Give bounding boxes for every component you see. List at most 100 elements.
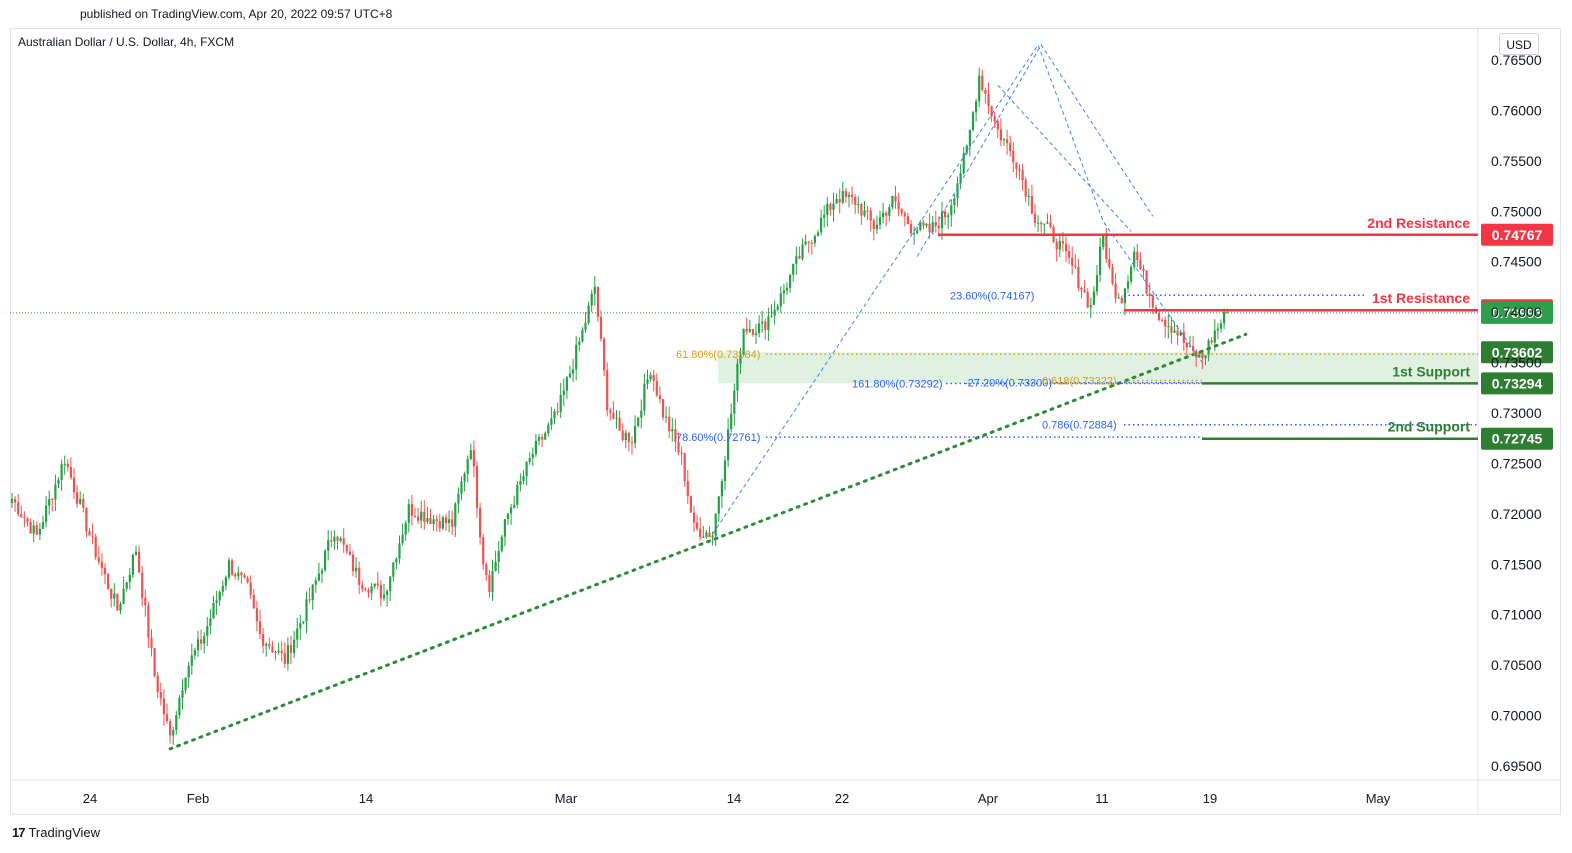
fib-label: 61.80%(0.73584) <box>676 349 760 361</box>
candle-body <box>922 222 925 226</box>
candle-body <box>355 567 358 572</box>
candle-body <box>785 287 789 291</box>
candle-body <box>720 481 723 497</box>
axis-price-tag-text: 0.72745 <box>1492 431 1543 447</box>
candle-body <box>460 481 463 494</box>
candle-body <box>1086 291 1089 308</box>
candle-body <box>1064 243 1068 252</box>
candle-body <box>655 380 658 396</box>
candle-body <box>875 224 878 230</box>
tradingview-logo[interactable]: 17 TradingView <box>12 825 100 840</box>
candle-body <box>894 195 897 202</box>
candle-body <box>587 305 590 323</box>
candle-body <box>665 416 668 418</box>
candle-body <box>258 621 262 635</box>
candle-body <box>193 650 196 656</box>
candle-body <box>293 639 296 653</box>
candle-body <box>72 477 76 493</box>
candle-body <box>209 618 212 627</box>
candle-body <box>773 309 776 316</box>
candle-body <box>60 464 63 480</box>
candle-body <box>367 589 370 593</box>
candle-body <box>500 536 503 552</box>
candle-body <box>1139 259 1142 269</box>
price-tick: 0.72500 <box>1491 455 1542 471</box>
candle-body <box>764 321 767 330</box>
candle-body <box>931 222 934 233</box>
candle-body <box>578 341 581 345</box>
candle-body <box>1108 259 1111 268</box>
candle-body <box>506 513 510 520</box>
candle-body <box>717 496 720 514</box>
time-tick: Mar <box>555 791 578 806</box>
candle-body <box>733 390 736 414</box>
fib-label: 0.618(0.73322) <box>1042 376 1117 388</box>
candle-body <box>342 538 345 545</box>
candle-body <box>823 214 826 218</box>
candle-body <box>23 516 26 519</box>
candle-body <box>221 585 224 592</box>
candle-body <box>860 204 863 216</box>
candle-body <box>680 452 683 454</box>
currency-button[interactable]: USD <box>1499 33 1539 55</box>
candle-body <box>94 536 97 558</box>
candle-body <box>29 521 32 534</box>
candle-body <box>382 594 386 599</box>
candle-body <box>1105 234 1108 260</box>
candle-body <box>116 593 119 611</box>
candle-body <box>692 512 696 523</box>
candle-body <box>110 588 113 599</box>
candle-body <box>758 323 761 334</box>
candle-body <box>882 212 885 218</box>
candle-body <box>398 543 401 559</box>
candle-body <box>872 220 875 230</box>
candle-body <box>996 121 999 130</box>
harmonic-pattern-upper <box>916 43 1154 257</box>
candle-body <box>156 675 159 692</box>
candle-body <box>1223 312 1226 324</box>
candle-body <box>646 379 649 384</box>
harmonic-pattern-inner <box>997 84 1132 232</box>
axis-price-tag <box>1481 341 1553 364</box>
candle-body <box>906 216 909 225</box>
candle-body <box>1099 246 1102 276</box>
candle-body <box>441 517 444 529</box>
candle-body <box>547 424 550 434</box>
candle-body <box>153 648 156 676</box>
candle-body <box>1030 195 1033 214</box>
candle-body <box>599 316 603 339</box>
candle-body <box>950 205 953 216</box>
candle-body <box>187 665 190 678</box>
candles-layer <box>10 67 1229 745</box>
candle-body <box>1179 332 1182 336</box>
candle-body <box>940 211 944 229</box>
fib-label: 78.60%(0.72761) <box>676 432 760 444</box>
candle-body <box>820 217 823 233</box>
candle-body <box>519 480 522 485</box>
candle-body <box>358 567 361 585</box>
candle-body <box>572 369 575 374</box>
time-tick: 24 <box>83 791 97 806</box>
candle-body <box>1210 340 1213 343</box>
price-tick: 0.70000 <box>1491 708 1542 724</box>
candle-body <box>1018 168 1021 171</box>
candle-body <box>181 690 184 699</box>
candle-body <box>407 504 410 523</box>
candle-body <box>184 677 187 691</box>
candle-body <box>1092 291 1095 305</box>
candle-body <box>1061 241 1064 244</box>
candle-body <box>1040 222 1043 225</box>
candle-body <box>522 476 525 481</box>
time-axis: 24 Feb 14 Mar 14 22 Apr 11 19 May <box>83 791 1391 806</box>
candle-body <box>497 551 500 562</box>
rising-trendline <box>168 332 1248 751</box>
candle-body <box>451 519 454 527</box>
candle-body <box>299 623 302 629</box>
time-tick: 19 <box>1203 791 1217 806</box>
candle-body <box>345 544 348 552</box>
candle-body <box>262 634 265 646</box>
candle-body <box>987 93 990 106</box>
candle-body <box>395 558 398 563</box>
candle-body <box>556 411 559 413</box>
